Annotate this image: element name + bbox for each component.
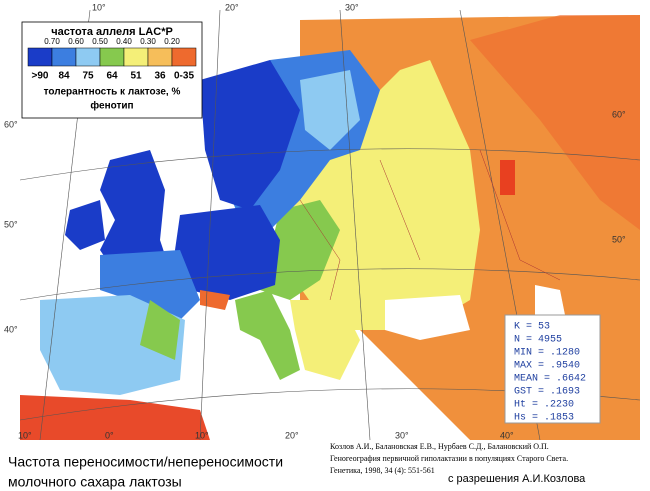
tolerance-label: 51	[130, 71, 142, 82]
parallel	[19, 268, 641, 301]
black-sea	[385, 295, 470, 340]
region-africa	[20, 395, 210, 440]
stat-line: MAX = .9540	[514, 361, 580, 372]
stats-box: K = 53 N = 4955 MIN = .1280 MAX = .9540 MEAN…	[504, 314, 601, 424]
legend: частота аллеля LAC*P толерантность к лак…	[21, 21, 203, 119]
allele-label: 0.20	[164, 37, 180, 46]
legend-title: частота аллеля LAC*P	[51, 26, 173, 38]
region-alps	[200, 290, 230, 310]
grat-label: 50°	[612, 234, 626, 244]
legend-swatch	[99, 47, 125, 67]
legend-box	[21, 21, 203, 119]
tolerance-label: >90	[32, 71, 49, 82]
tolerance-label: 0-35	[174, 71, 194, 82]
region-finland	[300, 70, 360, 150]
citation: Козлов А.И., Балановская Е.В., Нурбаев С…	[330, 442, 549, 451]
meridian	[199, 9, 221, 441]
grat-label: 10°	[195, 430, 209, 440]
caption: молочного сахара лактозы	[8, 474, 182, 490]
allele-label: 0.60	[68, 37, 84, 46]
tolerance-label: 64	[106, 71, 118, 82]
borders	[299, 149, 561, 301]
region-italy	[235, 290, 300, 380]
legend-swatch	[51, 47, 77, 67]
legend-swatch	[147, 47, 173, 67]
region-red-east	[470, 15, 640, 230]
region-ireland	[65, 200, 105, 250]
region-britain	[100, 150, 170, 280]
region-iberia-green	[140, 300, 180, 360]
grat-label: 10°	[18, 430, 32, 440]
region-red-spot	[500, 160, 515, 195]
region-balkans	[290, 300, 360, 380]
legend-swatch	[171, 47, 197, 67]
mediterranean	[200, 360, 470, 440]
tolerance-label: 36	[154, 71, 166, 82]
credit: с разрешения А.И.Козлова	[448, 473, 586, 485]
grat-label: 50°	[4, 219, 18, 229]
stats-frame	[504, 314, 601, 424]
grat-label: 20°	[225, 2, 239, 12]
region-central-blue	[175, 205, 280, 300]
allele-label: 0.30	[140, 37, 156, 46]
parallel	[19, 148, 641, 181]
caption: Частота переносимости/непереносимости	[8, 454, 283, 470]
stat-line: Ht = .2230	[514, 400, 574, 411]
grat-label: 0°	[105, 430, 114, 440]
stat-line: GST = .1693	[514, 387, 580, 398]
region-yellow	[290, 60, 480, 330]
meridian	[339, 9, 371, 441]
tolerance-label: 84	[58, 71, 70, 82]
stat-line: K = 53	[514, 322, 550, 333]
grat-label: 40°	[4, 324, 18, 334]
legend-swatch	[75, 47, 101, 67]
region-green-central	[260, 200, 340, 300]
legend-swatch	[123, 47, 149, 67]
stat-line: MIN = .1280	[514, 348, 580, 359]
allele-label: 0.70	[44, 37, 60, 46]
tolerance-label: 75	[82, 71, 94, 82]
grat-label: 30°	[395, 430, 409, 440]
citation: Геногеография первичной гиполактазии в п…	[330, 454, 568, 463]
allele-label: 0.40	[116, 37, 132, 46]
stat-line: N = 4955	[514, 335, 562, 346]
grat-label: 60°	[612, 109, 626, 119]
grat-label: 30°	[345, 2, 359, 12]
grat-label: 40°	[500, 430, 514, 440]
allele-label: 0.50	[92, 37, 108, 46]
citation: Генетика, 1998, 34 (4): 551-561	[330, 466, 435, 475]
region-france	[100, 250, 200, 320]
grat-label: 20°	[285, 430, 299, 440]
grat-label: 10°	[92, 2, 106, 12]
stat-line: MEAN = .6642	[514, 374, 586, 385]
legend-subtitle: толерантность к лактозе, %	[44, 87, 181, 98]
legend-swatch	[27, 47, 53, 67]
grat-label: 60°	[4, 119, 18, 129]
region-scandinavia	[200, 60, 300, 210]
legend-subtitle: фенотип	[90, 100, 133, 112]
stat-line: Hs = .1853	[514, 413, 574, 424]
